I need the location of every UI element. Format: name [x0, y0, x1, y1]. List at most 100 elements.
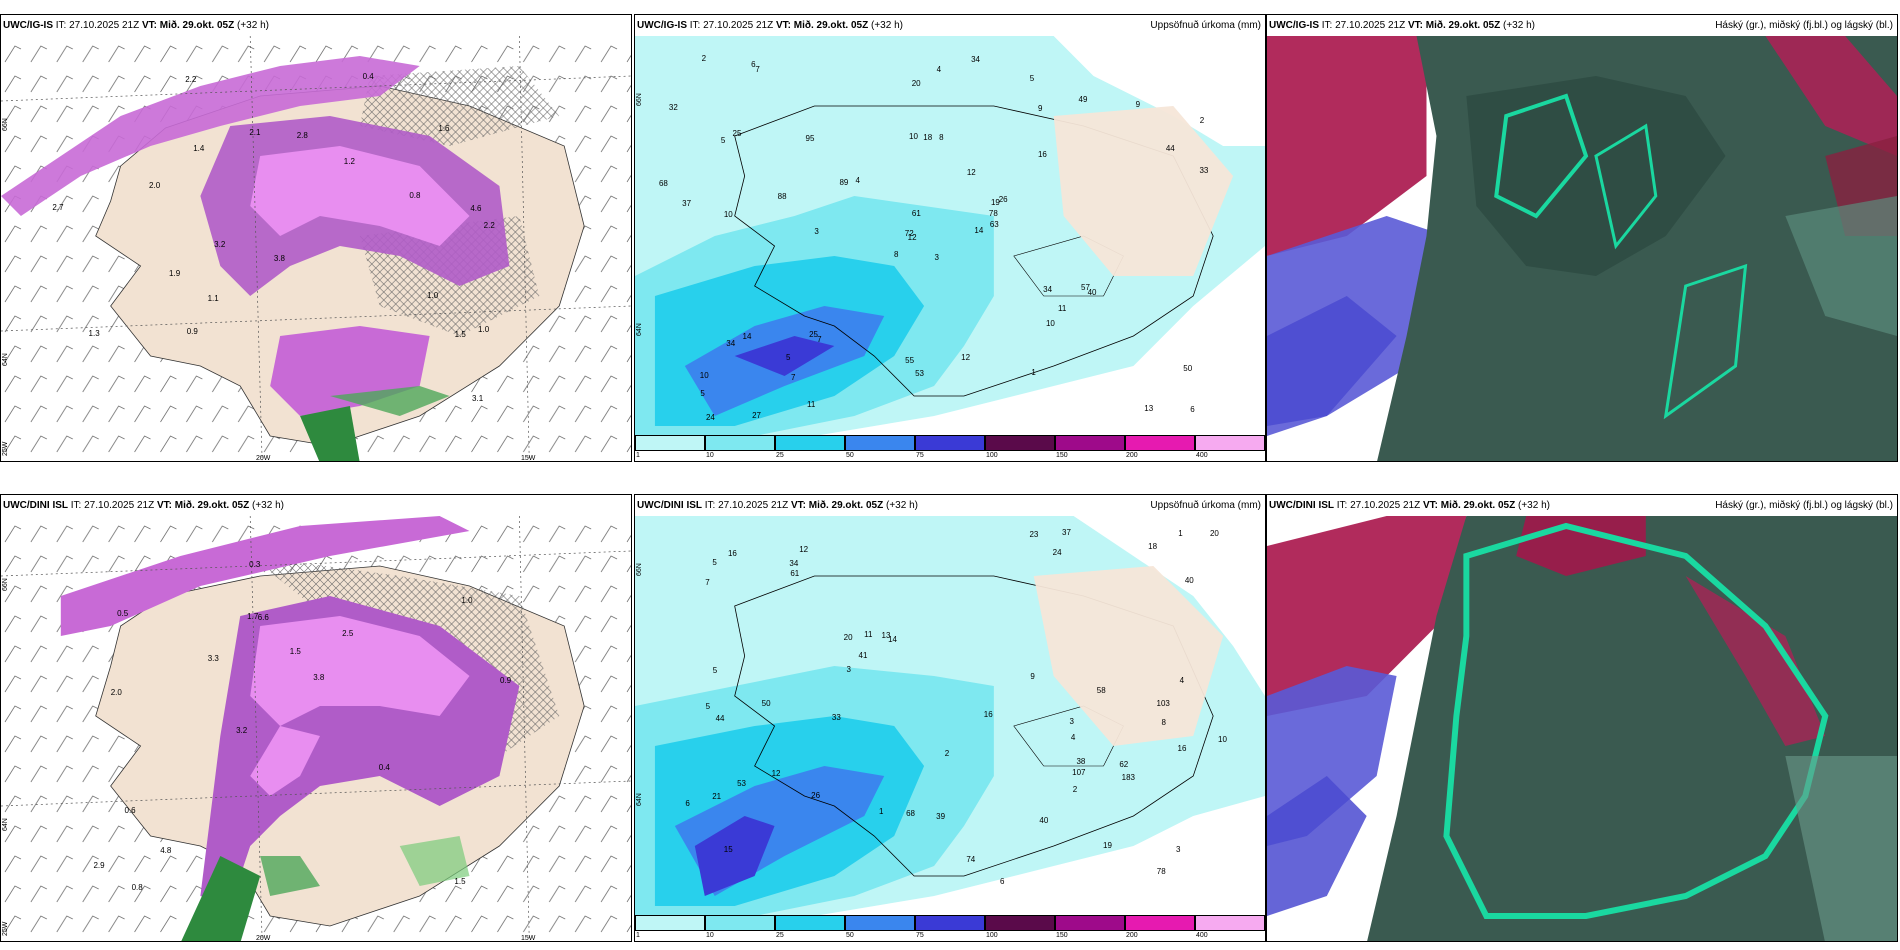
value-label: 1.7	[247, 611, 259, 621]
colorbar-swatch	[704, 435, 775, 451]
field-title: Háský (gr.), miðský (fj.bl.) og lágský (…	[1715, 500, 1893, 511]
value-label: 4	[855, 175, 860, 185]
value-label: 7	[817, 335, 822, 345]
colorbar-swatch	[704, 915, 775, 931]
map-graphic	[1, 516, 631, 941]
field-title: Uppsöfnuð úrkoma (mm)	[1150, 20, 1261, 31]
value-label: 6	[999, 876, 1005, 886]
model-name: UWC/IG-IS	[3, 20, 53, 31]
lead-time: (+32 h)	[237, 20, 269, 31]
value-label: 37	[1062, 528, 1071, 538]
value-label: 7	[705, 578, 710, 588]
value-label: 61	[790, 568, 800, 578]
value-label: 25	[809, 329, 818, 339]
value-label: 8	[893, 249, 899, 259]
value-label: 1	[1031, 367, 1036, 377]
panel-lpi-dini: UWC/DINI ISL IT: 27.10.2025 21Z VT: Mið.…	[0, 494, 632, 942]
value-label: 5	[712, 665, 718, 675]
value-label: 2	[701, 53, 707, 63]
value-label: 10	[699, 371, 709, 381]
value-label: 1.1	[207, 294, 219, 304]
colorbar: 1 10 25 50 75 100 150 200 400	[635, 435, 1265, 461]
colorbar-tick: 100	[986, 452, 998, 459]
value-label: 16	[1037, 149, 1047, 159]
value-label: 49	[1078, 94, 1088, 104]
panel-header: UWC/IG-IS IT: 27.10.2025 21Z VT: Mið. 29…	[1267, 15, 1897, 36]
value-label: 78	[988, 209, 998, 219]
lead-time: (+32 h)	[252, 500, 284, 511]
map-graphic	[635, 516, 1265, 941]
value-label: 1.0	[461, 596, 473, 606]
value-label: 2.2	[185, 74, 197, 84]
value-label: 5	[720, 136, 726, 146]
lightning-map: 66N 64N 25W 20W 15W 1.4 4.6 1.2 2.2 3.2 1.0 1.…	[1, 36, 631, 462]
value-label: 1.5	[289, 646, 301, 656]
colorbar-tick: 75	[915, 932, 924, 939]
value-label: 3.8	[273, 254, 285, 264]
value-label: 1.0	[427, 290, 439, 300]
value-label: 1.5	[454, 877, 466, 887]
value-label: 4.8	[160, 846, 172, 856]
value-label: 2	[1199, 115, 1205, 125]
value-label: 2	[944, 748, 950, 758]
value-label: 12	[966, 168, 976, 178]
colorbar-swatch	[914, 915, 985, 931]
panel-lpi-igis: UWC/IG-IS IT: 27.10.2025 21Z VT: Mið. 29…	[0, 14, 632, 462]
valid-time: VT: Mið. 29.okt. 05Z	[790, 500, 884, 511]
colorbar-swatch	[774, 915, 845, 931]
init-time: IT: 27.10.2025 21Z	[689, 20, 774, 31]
value-label: 4	[1070, 733, 1076, 743]
value-label: 0.4	[362, 72, 374, 82]
lat-label: 64N	[2, 818, 9, 831]
value-label: 33	[831, 713, 841, 723]
colorbar-swatch	[985, 435, 1055, 451]
value-label: 15	[723, 844, 733, 854]
colorbar-swatch	[845, 435, 915, 451]
colorbar-swatch	[1125, 435, 1195, 451]
valid-time: VT: Mið. 29.okt. 05Z	[1422, 500, 1516, 511]
colorbar: 1 10 25 50 75 100 150 200 400	[635, 915, 1265, 941]
panel-precip-igis: UWC/IG-IS IT: 27.10.2025 21Z VT: Mið. 29…	[634, 14, 1266, 462]
value-label: 53	[737, 778, 746, 788]
value-label: 34	[971, 54, 980, 64]
panel-header: UWC/IG-IS IT: 27.10.2025 21Z VT: Mið. 29…	[1, 15, 631, 36]
precip-map: 66N 64N 3 5 12 10 19 7 5 8 9 14 7 6 10 2 8 16 27 10 12 14 4 5…	[635, 36, 1265, 461]
valid-time: VT: Mið. 29.okt. 05Z	[156, 500, 250, 511]
value-label: 14	[974, 226, 984, 236]
value-label: 0.9	[186, 326, 198, 336]
value-label: 0.5	[117, 608, 129, 618]
value-label: 3	[1176, 845, 1181, 855]
colorbar-swatch	[774, 435, 845, 451]
value-label: 57	[1081, 282, 1090, 292]
value-label: 50	[761, 699, 771, 709]
value-label: 2.9	[93, 861, 105, 871]
precip-map: 66N 64N 4 8 15 12 14 19 21 24 20 6 7 5 5 3 1 4 2 16 13 12 20…	[635, 516, 1265, 941]
value-label: 183	[1121, 773, 1135, 783]
colorbar-swatch	[1125, 915, 1195, 931]
lon-label: 20W	[256, 455, 271, 462]
colorbar-tick: 200	[1126, 932, 1138, 939]
value-label: 12	[799, 544, 809, 554]
value-label: 44	[1165, 143, 1175, 153]
value-label: 1.6	[438, 124, 450, 134]
value-label: 19	[990, 198, 1000, 207]
colorbar-tick: 150	[1055, 452, 1068, 459]
value-label: 2.0	[149, 181, 161, 191]
colorbar-tick: 400	[1195, 452, 1208, 459]
value-label: 89	[839, 178, 849, 188]
value-label: 6.6	[257, 612, 269, 622]
value-label: 95	[805, 133, 815, 143]
value-label: 27	[752, 410, 762, 420]
value-label: 38	[1076, 756, 1086, 766]
lat-label: 66N	[636, 93, 643, 106]
value-label: 50	[1183, 364, 1193, 374]
model-name: UWC/DINI ISL	[3, 500, 68, 511]
cloud-map	[1267, 36, 1897, 461]
valid-time: VT: Mið. 29.okt. 05Z	[141, 20, 235, 31]
value-label: 103	[1156, 698, 1170, 708]
value-label: 0.4	[378, 763, 390, 773]
value-label: 61	[911, 208, 921, 218]
value-label: 3.1	[472, 394, 484, 404]
value-label: 4	[936, 65, 942, 75]
value-label: 24	[1052, 548, 1062, 558]
